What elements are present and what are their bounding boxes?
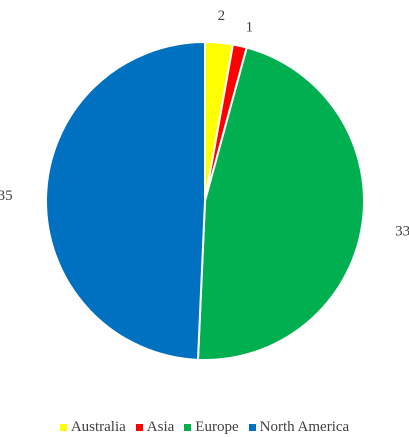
data-label-asia: 1 xyxy=(246,20,254,36)
legend-swatch-europe xyxy=(184,423,192,431)
data-label-australia: 2 xyxy=(218,8,226,24)
legend-label-europe: Europe xyxy=(195,418,239,435)
legend-swatch-north-america xyxy=(248,423,256,431)
legend-label-asia: Asia xyxy=(146,418,175,435)
legend-item-europe: Europe xyxy=(184,418,239,436)
legend-label-australia: Australia xyxy=(70,418,126,435)
pie-slices xyxy=(45,40,365,361)
legend-item-asia: Asia xyxy=(135,418,175,436)
data-label-europe: 33 xyxy=(395,223,409,239)
data-label-north-america: 35 xyxy=(0,188,13,204)
pie-chart: 2 1 33 35 xyxy=(0,8,409,361)
pie-data-labels: 2 1 33 35 xyxy=(0,8,409,239)
legend-swatch-asia xyxy=(135,423,143,431)
legend: Australia Asia Europe North America xyxy=(0,418,409,436)
legend-label-north-america: North America xyxy=(259,418,350,435)
legend-item-north-america: North America xyxy=(248,418,350,436)
legend-swatch-australia xyxy=(59,423,67,431)
pie-slice-europe xyxy=(196,46,365,361)
legend-item-australia: Australia xyxy=(59,418,126,436)
pie-slice-north-america xyxy=(45,40,206,361)
